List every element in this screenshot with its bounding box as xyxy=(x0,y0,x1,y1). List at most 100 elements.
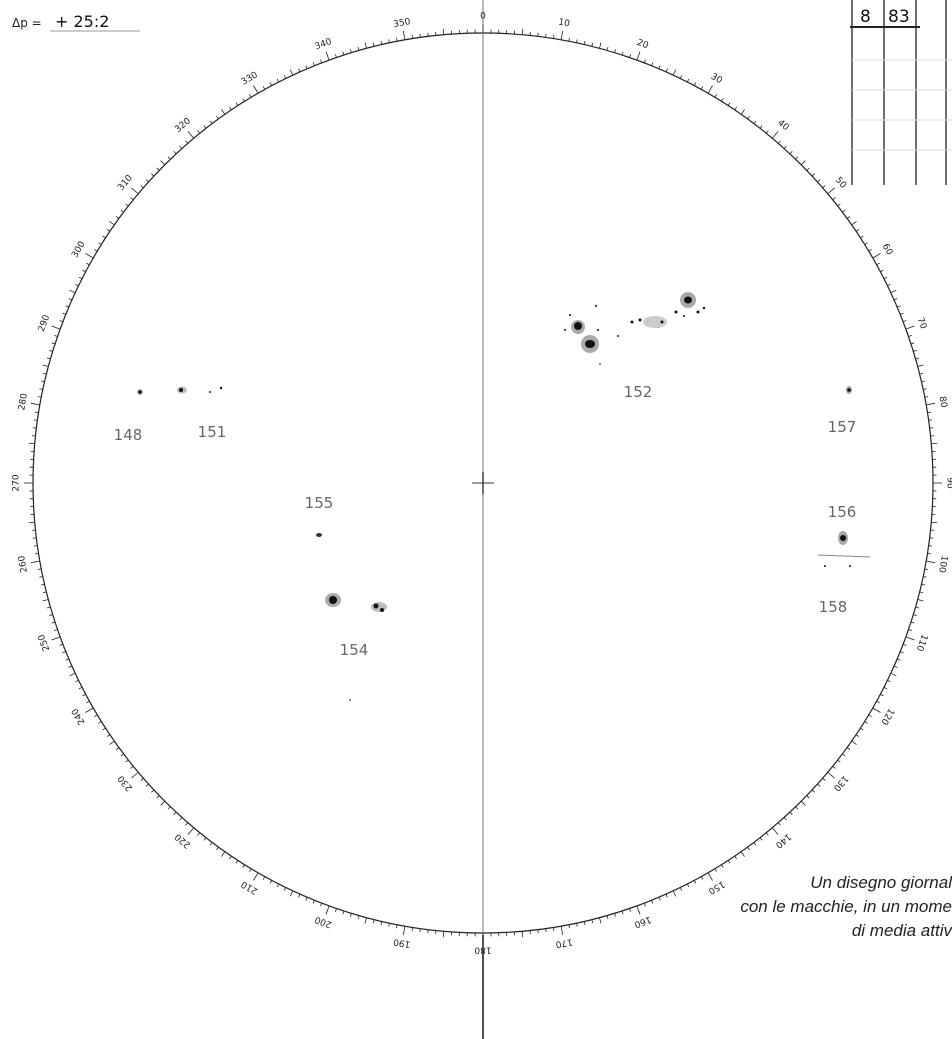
dial-label: 120 xyxy=(878,706,895,726)
tick xyxy=(778,823,780,826)
tick xyxy=(249,869,251,872)
tick xyxy=(911,343,914,344)
tick xyxy=(925,396,928,397)
tick xyxy=(801,801,805,805)
tick xyxy=(116,216,119,218)
tick xyxy=(412,35,413,38)
tick xyxy=(277,884,279,887)
dial-label: 310 xyxy=(116,173,135,193)
tick xyxy=(174,812,176,815)
tick xyxy=(313,900,314,903)
tick xyxy=(47,358,50,359)
dial-label: 240 xyxy=(70,706,87,726)
tick xyxy=(916,358,919,359)
tick xyxy=(748,847,750,850)
tick xyxy=(381,921,382,924)
dial-label: 300 xyxy=(70,240,87,260)
tick xyxy=(216,847,218,850)
tick xyxy=(358,47,359,50)
tick xyxy=(906,637,914,640)
tick xyxy=(52,326,60,329)
tick xyxy=(900,652,903,653)
dial-label: 140 xyxy=(773,831,793,850)
tick xyxy=(403,31,405,40)
dial-label: 290 xyxy=(37,313,52,333)
caption-line: Un disegno giornal xyxy=(810,873,952,892)
tick xyxy=(43,599,49,601)
tick xyxy=(185,141,187,144)
tick xyxy=(828,188,835,194)
tick xyxy=(784,146,786,149)
tick xyxy=(157,168,160,170)
tick xyxy=(918,365,924,367)
tick xyxy=(592,920,593,923)
tick xyxy=(141,185,144,187)
tick xyxy=(210,121,212,124)
tick xyxy=(913,615,916,616)
tick xyxy=(185,823,187,826)
tick xyxy=(847,216,850,218)
tick xyxy=(389,39,390,42)
tick xyxy=(790,812,792,815)
tick xyxy=(350,913,351,916)
dial-label: 270 xyxy=(12,474,22,491)
tick xyxy=(31,561,40,563)
tick xyxy=(396,38,397,41)
tick xyxy=(838,760,841,762)
tick xyxy=(873,254,881,259)
tick xyxy=(168,157,170,160)
tick xyxy=(38,396,41,397)
tick xyxy=(926,403,935,405)
tick xyxy=(75,680,78,682)
tick xyxy=(306,897,307,900)
tick xyxy=(236,860,238,863)
tick xyxy=(553,35,554,38)
tick xyxy=(277,79,279,82)
tick xyxy=(54,630,57,631)
tick xyxy=(198,131,200,134)
dial-label: 60 xyxy=(880,242,895,257)
tick xyxy=(728,103,730,106)
tick xyxy=(69,666,72,667)
caption-line: di media attiv xyxy=(852,921,952,940)
tick xyxy=(865,721,868,723)
spot-group xyxy=(137,389,143,395)
tick xyxy=(926,561,935,563)
tick xyxy=(694,880,696,883)
tick xyxy=(54,335,57,336)
table-cell: 8 xyxy=(860,7,871,27)
dial-label: 80 xyxy=(936,395,948,408)
dial-label: 250 xyxy=(37,633,52,653)
tick xyxy=(927,553,930,554)
tick xyxy=(39,577,42,578)
tick xyxy=(52,622,55,623)
tick xyxy=(98,721,101,723)
tick xyxy=(306,66,307,69)
tick xyxy=(637,906,640,914)
tick xyxy=(109,221,114,224)
tick xyxy=(161,161,165,165)
table-cell: 83 xyxy=(888,7,910,27)
tick xyxy=(204,126,206,129)
tick xyxy=(443,29,444,35)
tick xyxy=(107,229,110,231)
tick xyxy=(121,754,124,756)
caption: Un disegno giornal con le macchie, in un… xyxy=(740,873,952,940)
tick xyxy=(151,174,154,176)
tick xyxy=(680,75,682,78)
tick xyxy=(817,784,820,786)
tick xyxy=(584,41,585,44)
tick xyxy=(701,86,703,89)
tick xyxy=(908,630,911,631)
tick xyxy=(931,522,937,523)
tick xyxy=(66,659,69,660)
dial-label: 340 xyxy=(314,37,334,52)
tick xyxy=(931,443,937,444)
tick xyxy=(299,69,300,72)
tick xyxy=(823,185,826,187)
tick xyxy=(31,403,40,405)
tick xyxy=(229,107,231,110)
tick xyxy=(131,188,138,194)
tick xyxy=(772,828,778,835)
dial-label: 190 xyxy=(392,936,411,949)
